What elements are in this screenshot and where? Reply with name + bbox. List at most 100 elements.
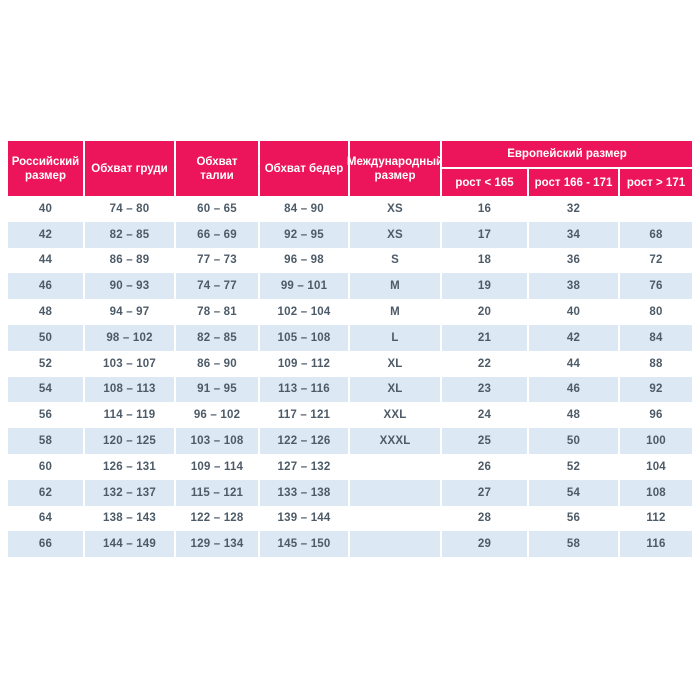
table-cell: 122 – 128 [176,505,258,532]
table-cell: 102 – 104 [260,299,348,325]
table-cell: 112 [620,505,692,532]
table-cell: 103 – 108 [176,428,258,454]
header-height-166-171: рост 166 - 171 [529,169,618,196]
table-cell: 94 – 97 [85,299,174,325]
table-cell: 103 – 107 [85,350,174,377]
table-cell: XL [350,376,440,403]
table-cell: 132 – 137 [85,479,174,506]
table-cell: 76 [620,273,692,300]
table-cell: 92 [620,376,692,403]
table-cell: 113 – 116 [260,376,348,403]
size-table: Российский размер Обхват груди Обхват та… [8,141,692,558]
table-cell: 66 [8,531,83,558]
table-cell: 100 [620,428,692,454]
table-cell: L [350,324,440,351]
table-cell: 78 – 81 [176,299,258,325]
table-cell: 50 [529,428,618,454]
table-cell: XL [350,350,440,377]
table-cell: 138 – 143 [85,505,174,532]
table-cell [350,531,440,558]
header-height-lt-165: рост < 165 [442,169,527,196]
table-cell: XXXL [350,428,440,454]
table-cell: 86 – 90 [176,350,258,377]
table-cell: 40 [529,299,618,325]
table-cell: 62 [8,479,83,506]
table-cell: 19 [442,273,527,300]
table-cell: XXL [350,402,440,429]
table-cell: 48 [529,402,618,429]
header-russian-size: Российский размер [8,141,83,196]
table-cell: 96 – 102 [176,402,258,429]
table-cell: 27 [442,479,527,506]
table-cell: 84 – 90 [260,196,348,222]
table-cell: 38 [529,273,618,300]
table-cell: 60 [8,453,83,480]
table-cell: 104 [620,453,692,480]
table-cell: 82 – 85 [85,221,174,248]
table-cell: 108 [620,479,692,506]
header-height-gt-171: рост > 171 [620,169,692,196]
header-international-size: Международный размер [347,141,443,196]
table-cell: 60 – 65 [176,196,258,222]
table-cell: 16 [442,196,527,222]
table-cell: 127 – 132 [260,453,348,480]
table-cell: 52 [8,350,83,377]
table-cell: M [350,299,440,325]
table-cell: 108 – 113 [85,376,174,403]
table-cell: 66 – 69 [176,221,258,248]
header-hips: Обхват бедер [260,141,348,196]
table-cell: XS [350,221,440,248]
table-cell: 21 [442,324,527,351]
table-cell: 133 – 138 [260,479,348,506]
table-cell: 80 [620,299,692,325]
table-cell: 50 [8,324,83,351]
table-cell [350,479,440,506]
table-cell: 114 – 119 [85,402,174,429]
table-cell: 115 – 121 [176,479,258,506]
table-cell: 54 [529,479,618,506]
table-cell: S [350,247,440,274]
table-cell: 17 [442,221,527,248]
table-cell: 29 [442,531,527,558]
table-cell: 26 [442,453,527,480]
table-cell: 117 – 121 [260,402,348,429]
table-cell: 42 [8,221,83,248]
table-cell: 86 – 89 [85,247,174,274]
table-cell: 64 [8,505,83,532]
table-cell: 44 [529,350,618,377]
table-cell: XS [350,196,440,222]
table-cell: 120 – 125 [85,428,174,454]
header-european-size-group: Европейский размер [442,141,692,169]
table-cell: 82 – 85 [176,324,258,351]
table-cell: 96 [620,402,692,429]
table-cell: 144 – 149 [85,531,174,558]
table-cell: 56 [529,505,618,532]
table-cell: 74 – 77 [176,273,258,300]
table-cell [620,196,692,222]
table-cell: 92 – 95 [260,221,348,248]
table-cell [350,453,440,480]
table-cell: 105 – 108 [260,324,348,351]
table-cell: 77 – 73 [176,247,258,274]
table-cell: 88 [620,350,692,377]
header-waist: Обхват талии [176,141,258,196]
table-cell: 48 [8,299,83,325]
table-cell: 129 – 134 [176,531,258,558]
table-cell: 58 [529,531,618,558]
table-cell: 91 – 95 [176,376,258,403]
header-chest: Обхват груди [85,141,174,196]
table-cell: 98 – 102 [85,324,174,351]
table-cell: 34 [529,221,618,248]
table-cell: 109 – 114 [176,453,258,480]
table-cell: 28 [442,505,527,532]
table-cell: 23 [442,376,527,403]
table-cell: 58 [8,428,83,454]
table-cell: 68 [620,221,692,248]
table-cell: 52 [529,453,618,480]
table-cell: 36 [529,247,618,274]
table-cell: 74 – 80 [85,196,174,222]
table-cell: 54 [8,376,83,403]
table-cell: 109 – 112 [260,350,348,377]
table-cell: 96 – 98 [260,247,348,274]
table-cell: 42 [529,324,618,351]
